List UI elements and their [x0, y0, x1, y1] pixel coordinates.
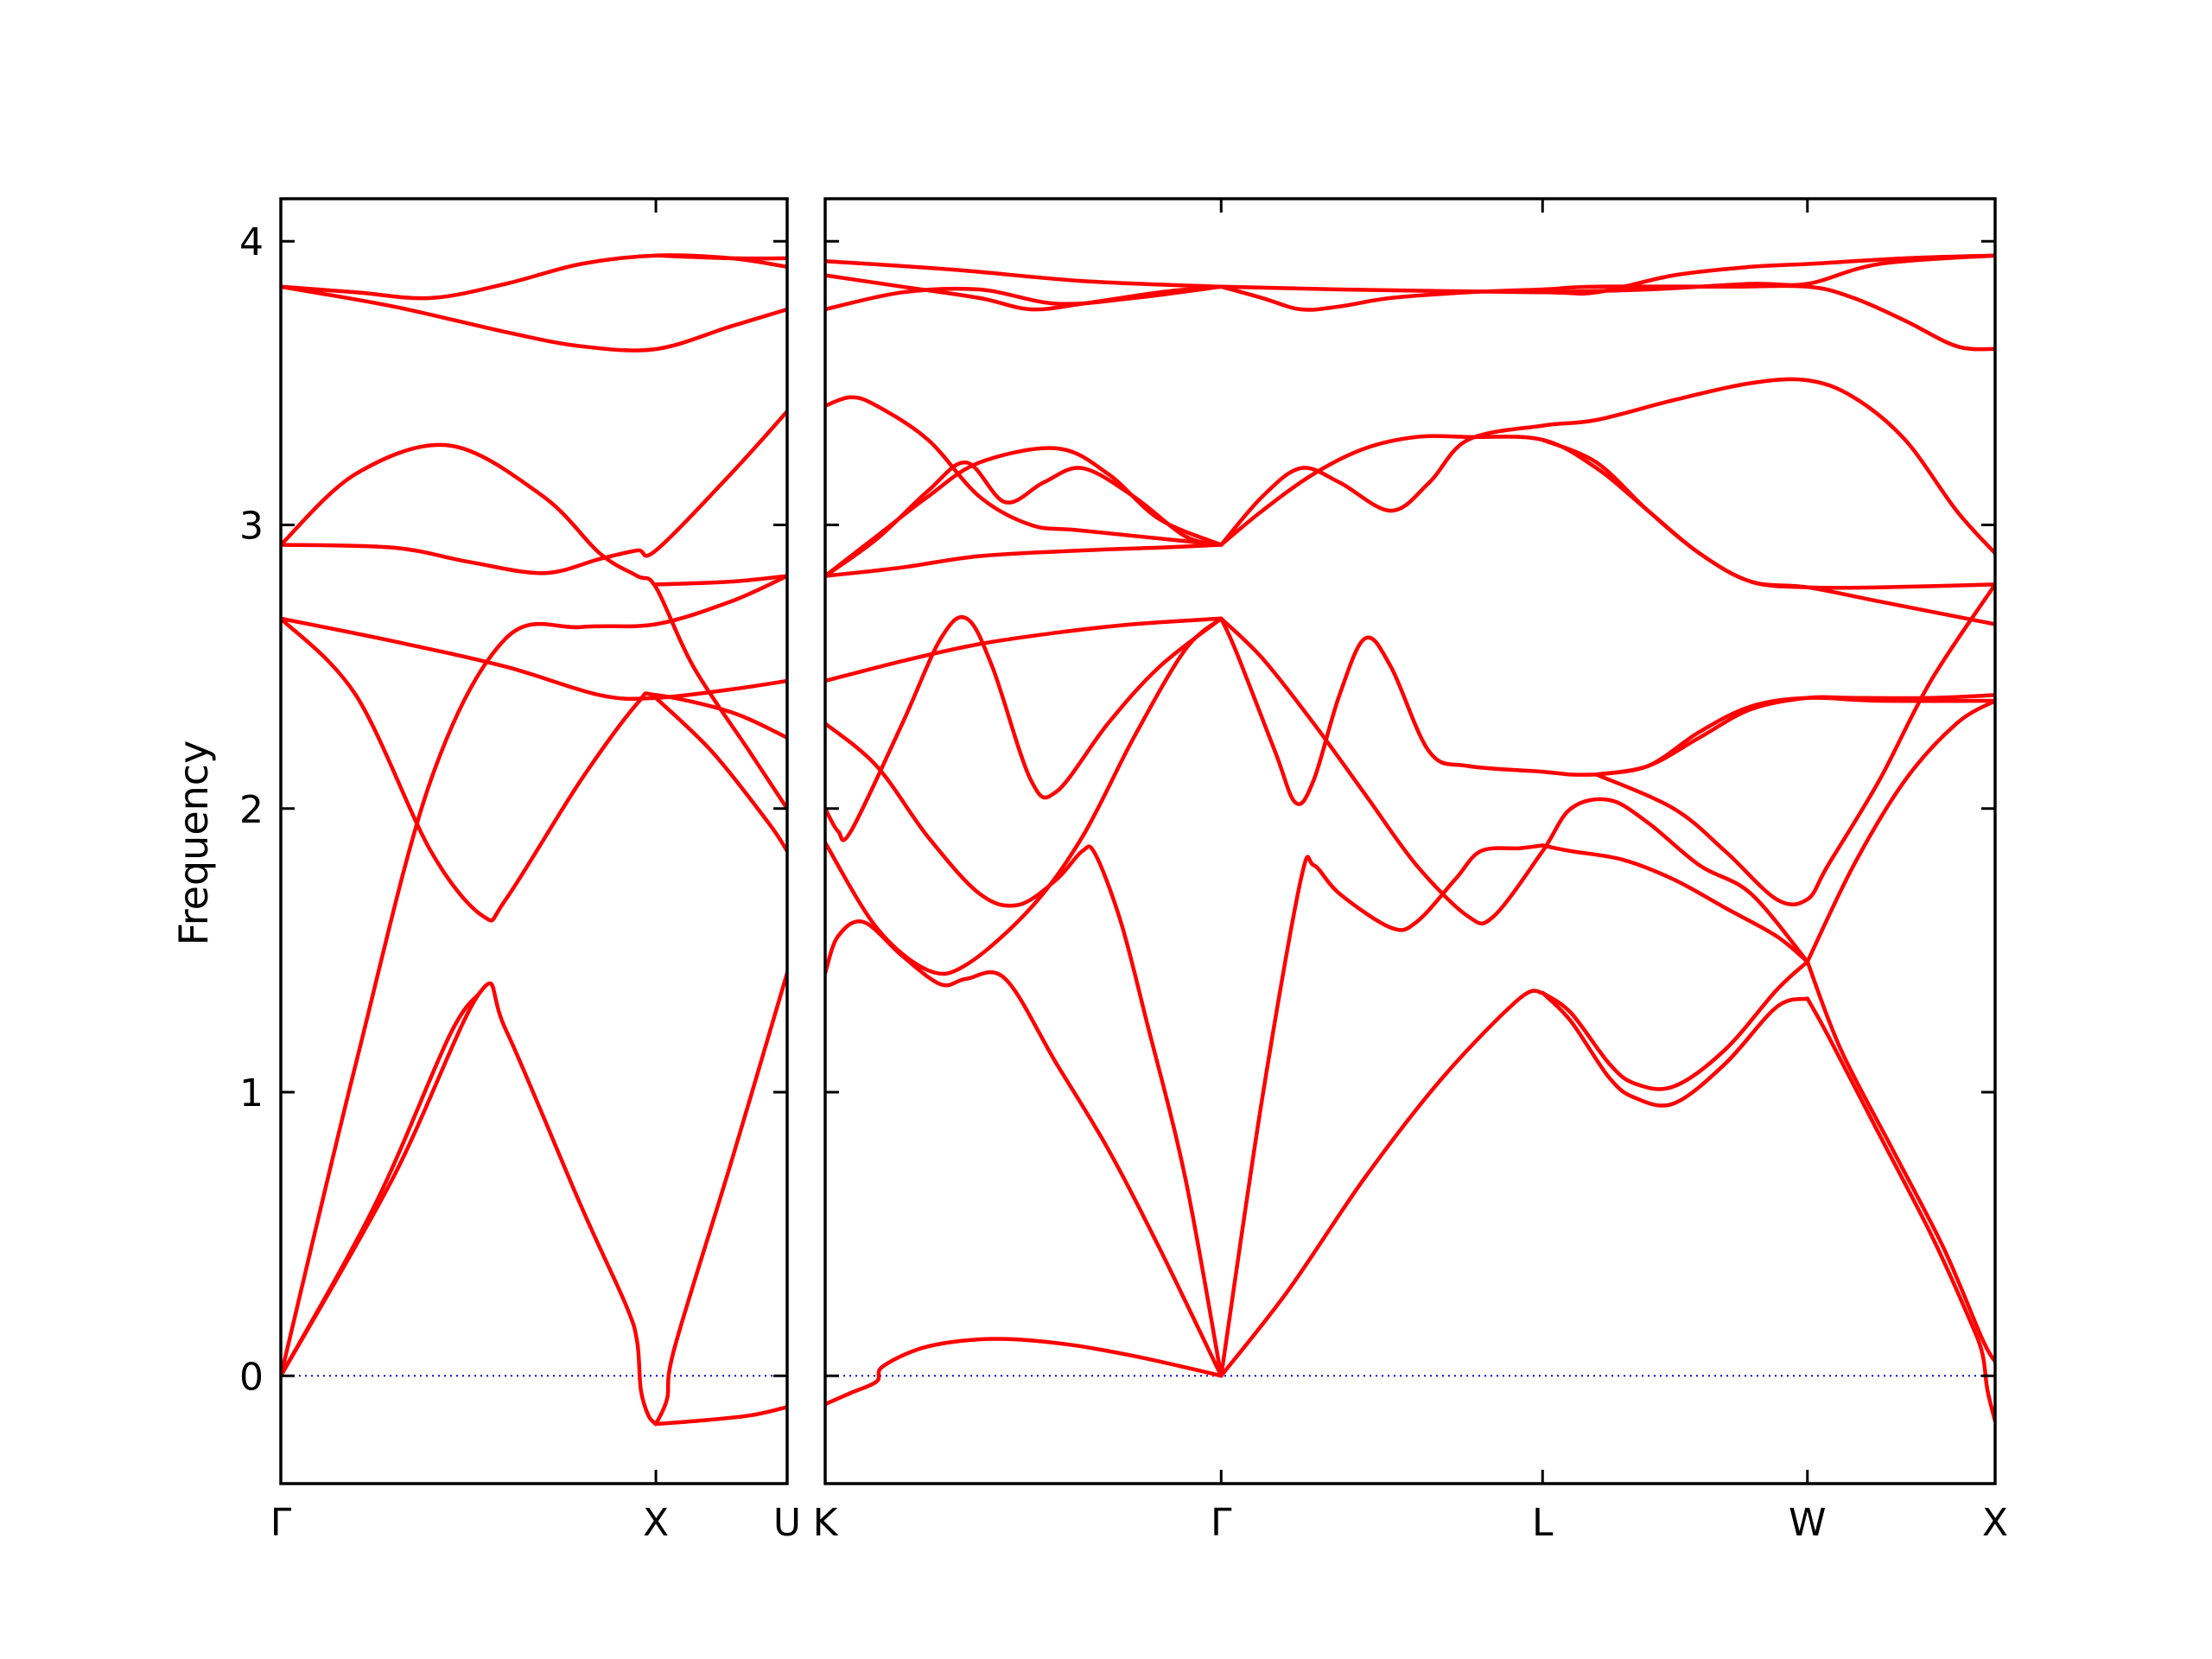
x-tick-label: Γ	[270, 1501, 292, 1545]
band-line-3	[653, 970, 787, 1427]
band-line-15	[1541, 843, 1810, 964]
band-line-3	[1219, 843, 1545, 1378]
y-tick-label: 0	[239, 1355, 264, 1399]
band-line-22	[825, 446, 1224, 578]
band-line-6	[1541, 959, 1810, 1091]
band-lines	[281, 253, 787, 1427]
band-line-23	[825, 395, 1224, 547]
x-tick-label: Γ	[1211, 1501, 1232, 1545]
band-line-11	[825, 721, 1224, 1378]
x-tick-label: W	[1789, 1501, 1827, 1545]
y-axis-label: Frequency	[170, 741, 217, 946]
band-line-13	[1219, 616, 1599, 806]
band-line-8	[653, 696, 787, 854]
band-line-1	[825, 1337, 1224, 1407]
band-line-5	[1541, 990, 1810, 1108]
band-line-31	[1219, 253, 1995, 296]
band-line-26	[1541, 437, 1995, 590]
band-line-28	[825, 273, 1224, 312]
band-line-1	[281, 981, 658, 1427]
x-tick-label: L	[1532, 1501, 1554, 1545]
band-line-13	[281, 284, 787, 353]
band-line-18	[1594, 582, 1995, 907]
band-line-25	[1219, 377, 1995, 556]
band-line-11	[653, 574, 787, 587]
y-tick-label: 3	[239, 504, 264, 548]
band-line-8	[1805, 959, 1995, 1364]
band-line-14	[653, 253, 787, 261]
band-line-29	[825, 258, 1224, 289]
band-line-4	[281, 574, 787, 1378]
band-lines	[825, 253, 1995, 1424]
x-tick-label: X	[643, 1501, 669, 1545]
band-line-19	[1805, 698, 1995, 964]
band-line-7	[1805, 996, 1995, 1424]
band-line-9	[825, 616, 1224, 976]
band-line-14	[1219, 616, 1810, 964]
band-line-12	[825, 616, 1224, 683]
band-line-4	[1219, 988, 1545, 1378]
axes-frame	[279, 197, 789, 1485]
band-line-32	[1541, 253, 1995, 295]
band-line-5	[281, 990, 482, 1378]
y-tick-label: 1	[239, 1071, 264, 1116]
y-tick-label: 4	[239, 220, 264, 264]
axes-frame	[823, 197, 1997, 1485]
x-tick-label: K	[813, 1501, 839, 1545]
band-line-9	[281, 442, 787, 811]
band-line-20	[825, 543, 1224, 578]
band-line-2	[653, 1405, 787, 1427]
band-line-30	[1219, 283, 1995, 352]
band-line-2	[825, 919, 1224, 1378]
x-tick-label: U	[773, 1501, 801, 1545]
band-line-27	[825, 284, 1224, 312]
panel-1: 0 1 2 3 4 Γ X U	[239, 197, 801, 1545]
x-tick-label: X	[1982, 1501, 2008, 1545]
band-line-7	[281, 616, 787, 702]
band-line-10	[281, 409, 787, 575]
plot-panels: 0 1 2 3 4 Γ X U K Γ L W X	[239, 197, 2008, 1545]
band-line-17	[1594, 696, 1995, 777]
y-tick-label: 2	[239, 788, 264, 832]
